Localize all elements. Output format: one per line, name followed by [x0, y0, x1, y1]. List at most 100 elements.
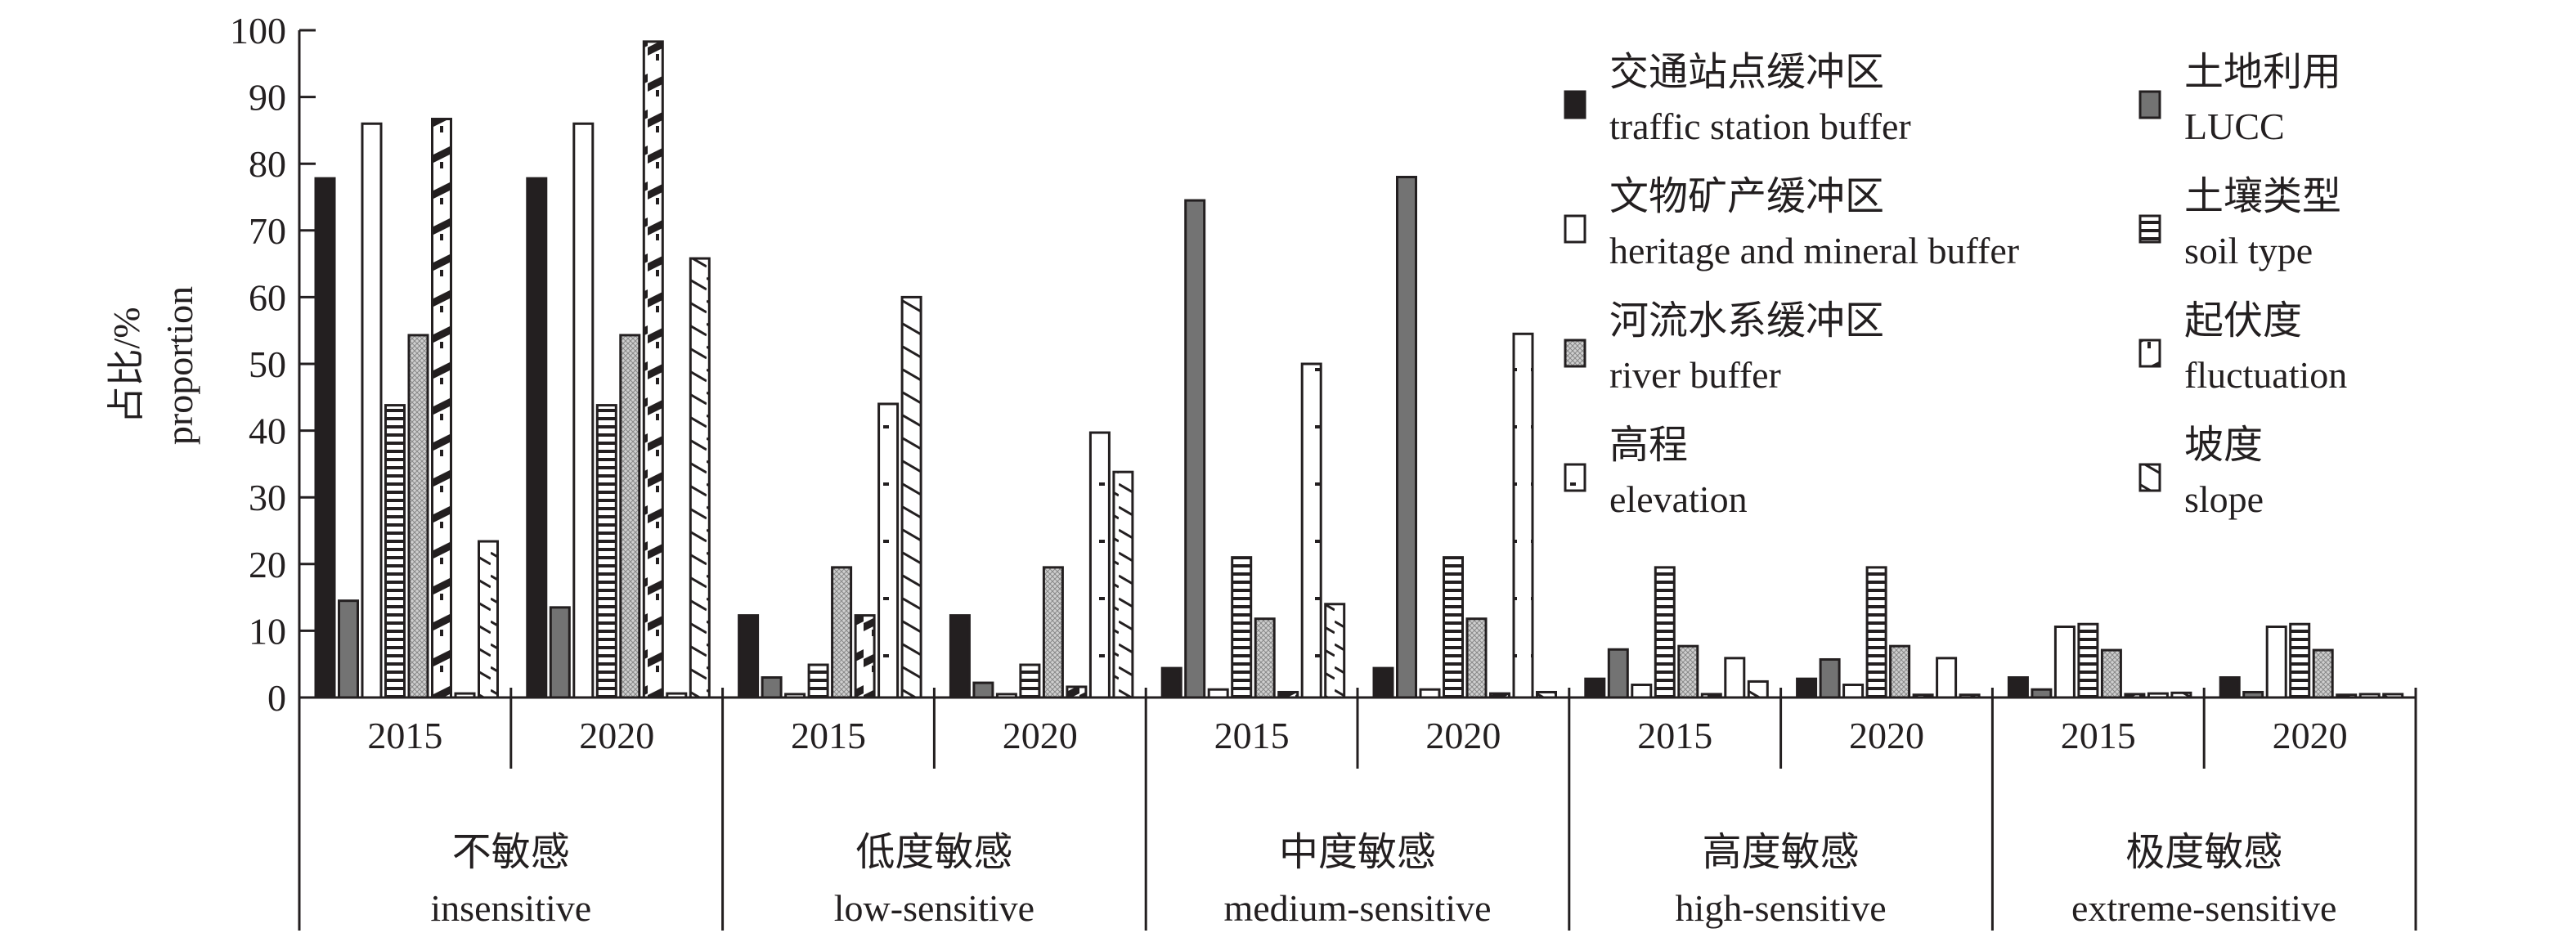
y-axis-label-cn: 占比/%: [105, 307, 147, 424]
bar-traffic-station-buffer: [1160, 666, 1183, 699]
bar-soil-type: [1231, 556, 1253, 699]
bar-fluctuation: [1066, 685, 1088, 699]
bar-heritage-and-mineral-buffer: [1631, 683, 1653, 699]
legend-swatch-elevation: [1564, 463, 1586, 492]
bar-slope: [1959, 693, 1981, 699]
group-label-en: low-sensitive: [834, 887, 1034, 929]
bar-fluctuation: [1700, 693, 1722, 699]
bar-river-buffer: [2312, 648, 2334, 699]
year-label: 2015: [367, 715, 442, 756]
group-label-cn: 极度敏感: [2125, 831, 2282, 874]
bar-elevation: [2147, 692, 2169, 699]
bar-river-buffer: [1254, 617, 1276, 699]
bar-river-buffer: [831, 566, 853, 699]
bar-river-buffer: [1465, 617, 1488, 699]
bar-soil-type: [1443, 556, 1464, 699]
bar-fluctuation: [1489, 692, 1510, 699]
bar-traffic-station-buffer: [738, 614, 760, 699]
bar-LUCC: [1184, 199, 1206, 699]
y-axis-label-en: proportion: [159, 286, 200, 445]
bar-heritage-and-mineral-buffer: [2265, 626, 2287, 699]
legend-label-en: heritage and mineral buffer: [1609, 230, 2019, 271]
group-label-en: high-sensitive: [1676, 887, 1887, 929]
bar-slope: [1747, 680, 1769, 699]
group-label-cn: 不敏感: [452, 831, 570, 874]
bar-LUCC: [761, 676, 783, 699]
y-tick-label: 20: [249, 544, 286, 585]
bar-slope: [900, 295, 922, 699]
bar-heritage-and-mineral-buffer: [1842, 683, 1865, 699]
legend-label-en: LUCC: [2184, 105, 2285, 147]
bar-soil-type: [807, 663, 829, 699]
bar-slope: [1324, 603, 1346, 699]
y-tick-label: 90: [249, 77, 286, 119]
bar-elevation: [1088, 431, 1111, 699]
bar-heritage-and-mineral-buffer: [2053, 626, 2076, 699]
legend-swatch-fluctuation: [2138, 339, 2161, 368]
bar-heritage-and-mineral-buffer: [572, 122, 595, 699]
bar-soil-type: [384, 404, 406, 699]
group-label-en: extreme-sensitive: [2071, 887, 2336, 929]
legend-label-en: soil type: [2184, 230, 2313, 271]
bar-elevation: [1724, 657, 1746, 699]
year-label: 2020: [1425, 715, 1501, 756]
year-label: 2020: [2273, 715, 2348, 756]
bar-slope: [1536, 690, 1557, 699]
bar-fluctuation: [1912, 693, 1934, 699]
bar-river-buffer: [407, 334, 429, 699]
legend-swatch-traffic-station-buffer: [1564, 90, 1586, 119]
legend-label-en: fluctuation: [2184, 354, 2347, 396]
bar-river-buffer: [2100, 648, 2122, 699]
bar-traffic-station-buffer: [2007, 676, 2029, 699]
bar-slope: [2382, 693, 2404, 699]
year-label: 2015: [791, 715, 866, 756]
bar-LUCC: [1607, 648, 1629, 699]
year-label: 2015: [1214, 715, 1290, 756]
bar-fluctuation: [642, 40, 664, 699]
bar-river-buffer: [1042, 566, 1064, 699]
year-label: 2020: [1003, 715, 1078, 756]
bar-heritage-and-mineral-buffer: [1419, 688, 1441, 699]
legend-label-cn: 河流水系缓冲区: [1609, 299, 1884, 343]
group-label-cn: 低度敏感: [855, 831, 1012, 874]
bar-elevation: [1512, 332, 1534, 699]
bar-heritage-and-mineral-buffer: [784, 693, 806, 699]
legend-swatch-LUCC: [2138, 90, 2161, 119]
bar-river-buffer: [1677, 644, 1699, 699]
group-label-cn: 高度敏感: [1703, 831, 1860, 874]
bar-fluctuation: [1277, 690, 1299, 699]
legend-label-cn: 坡度: [2184, 424, 2263, 467]
y-tick-label: 80: [249, 143, 286, 185]
labels: 0 10 20 30 40 50 60 70 80 90 100 占比/% proportion 2015…: [105, 10, 2348, 929]
bar-traffic-station-buffer: [2219, 676, 2241, 699]
bar-traffic-station-buffer: [526, 177, 548, 699]
bar-traffic-station-buffer: [1796, 677, 1818, 699]
year-label: 2015: [2061, 715, 2136, 756]
bar-traffic-station-buffer: [949, 614, 971, 699]
y-tick-label: 70: [249, 210, 286, 252]
bar-soil-type: [1654, 566, 1676, 699]
bar-river-buffer: [619, 334, 641, 699]
bar-LUCC: [1396, 176, 1417, 699]
bar-LUCC: [549, 606, 571, 699]
bar-soil-type: [2289, 622, 2311, 699]
legend-swatch-river-buffer: [1564, 339, 1586, 368]
year-label: 2015: [1637, 715, 1712, 756]
bar-slope: [689, 257, 711, 699]
bar-heritage-and-mineral-buffer: [1207, 688, 1229, 699]
legend-swatch-soil-type: [2138, 214, 2161, 244]
bar-elevation: [1936, 657, 1958, 699]
legend-swatch-heritage-and-mineral-buffer: [1564, 214, 1586, 244]
bar-river-buffer: [1889, 644, 1911, 699]
legend-label-cn: 交通站点缓冲区: [1609, 51, 1884, 94]
legend-label-en: slope: [2184, 478, 2264, 520]
bar-LUCC: [2242, 690, 2264, 699]
legend-label-en: traffic station buffer: [1609, 105, 1911, 147]
y-tick-label: 50: [249, 343, 286, 385]
legend-label-en: river buffer: [1609, 354, 1781, 396]
bar-traffic-station-buffer: [314, 177, 336, 699]
bar-slope: [478, 540, 499, 699]
bar-LUCC: [2031, 688, 2053, 699]
bar-soil-type: [1865, 566, 1887, 699]
bar-fluctuation: [2124, 693, 2146, 699]
